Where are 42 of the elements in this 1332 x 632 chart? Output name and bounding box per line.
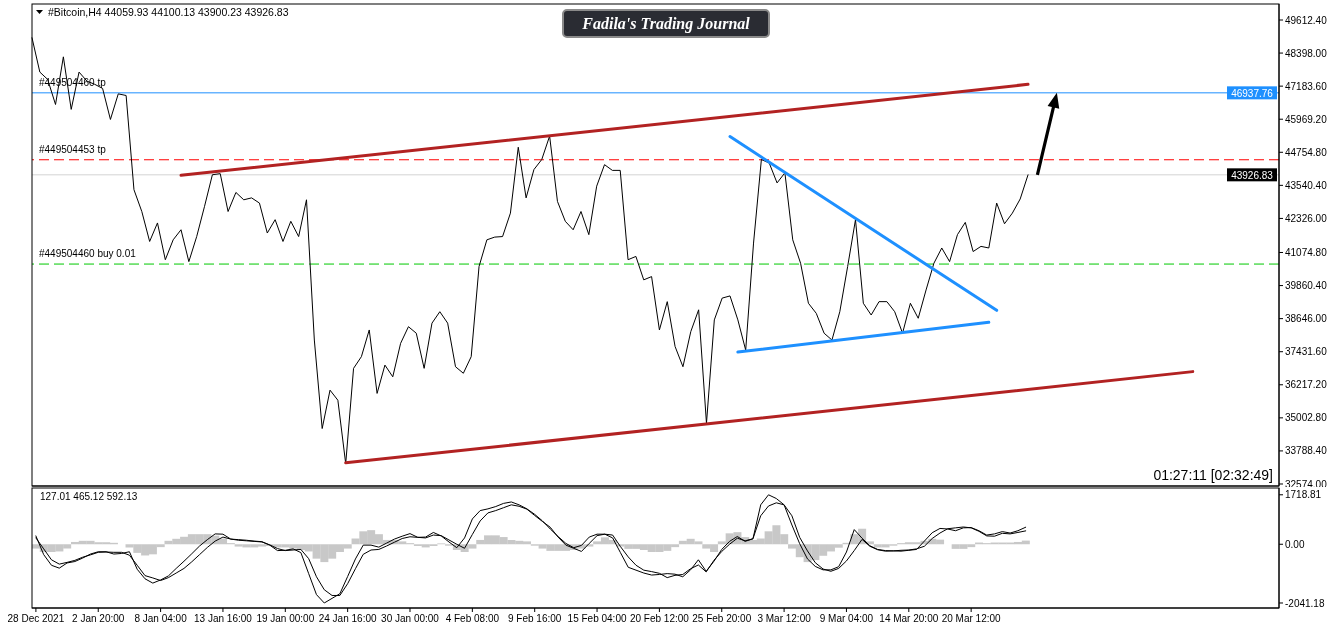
x-tick-label: 13 Jan 16:00 <box>194 613 253 624</box>
y-tick-label: 38646.00 <box>1285 313 1328 325</box>
y-tick-label: 42326.00 <box>1285 212 1328 224</box>
x-tick-label: 30 Jan 00:00 <box>381 613 440 624</box>
text: Fadila's Trading Journal <box>582 15 750 32</box>
annotation: 43926.83 <box>1231 169 1274 181</box>
x-tick-label: 28 Dec 2021 <box>7 613 65 624</box>
x-tick-label: 20 Mar 12:00 <box>941 613 1002 624</box>
y-tick-label: 39860.40 <box>1285 280 1328 292</box>
y-tick-label: 37431.60 <box>1285 346 1328 358</box>
x-tick-label: 15 Feb 04:00 <box>567 613 627 624</box>
x-tick-label: 9 Mar 04:00 <box>819 613 874 624</box>
y-tick-label: 36217.20 <box>1285 379 1328 391</box>
chart-subtitle: #Bitcoin,H4 44059.93 44100.13 43900.23 43926.83 <box>48 6 289 18</box>
y-tick-label: 0.00 <box>1285 538 1305 550</box>
annotation: 46937.76 <box>1231 87 1274 99</box>
y-tick-label: -2041.18 <box>1285 597 1325 609</box>
x-tick-label: 24 Jan 16:00 <box>318 613 377 624</box>
x-tick-label: 9 Feb 16:00 <box>508 613 562 624</box>
x-tick-label: 25 Feb 20:00 <box>692 613 752 624</box>
y-tick-label: 1718.81 <box>1285 489 1322 501</box>
y-tick-label: 49612.40 <box>1285 14 1328 26</box>
x-tick-label: 19 Jan 00:00 <box>256 613 315 624</box>
chart-subtitle: 127.01 465.12 592.13 <box>40 491 138 502</box>
x-tick-label: 8 Jan 04:00 <box>134 613 188 624</box>
x-tick-label: 14 Mar 20:00 <box>879 613 939 624</box>
ref-line-label: #449504453 tp <box>39 143 107 155</box>
y-tick-label: 44754.80 <box>1285 146 1328 158</box>
y-tick-label: 32574.00 <box>1285 478 1328 490</box>
y-tick-label: 41074.80 <box>1285 247 1328 259</box>
x-tick-label: 4 Feb 08:00 <box>445 613 500 624</box>
ref-line-label: #449504460 buy 0.01 <box>39 248 137 260</box>
x-tick-label: 3 Mar 12:00 <box>757 613 812 624</box>
annotation: 01:27:11 [02:32:49] <box>1153 467 1273 483</box>
x-tick-label: 2 Jan 20:00 <box>72 613 125 624</box>
x-tick-label: 20 Feb 12:00 <box>629 613 690 624</box>
y-tick-label: 45969.20 <box>1285 113 1328 125</box>
y-tick-label: 35002.80 <box>1285 412 1328 424</box>
y-tick-label: 47183.60 <box>1285 80 1328 92</box>
y-tick-label: 43540.40 <box>1285 179 1328 191</box>
y-tick-label: 33788.40 <box>1285 445 1328 457</box>
y-tick-label: 48398.00 <box>1285 47 1328 59</box>
